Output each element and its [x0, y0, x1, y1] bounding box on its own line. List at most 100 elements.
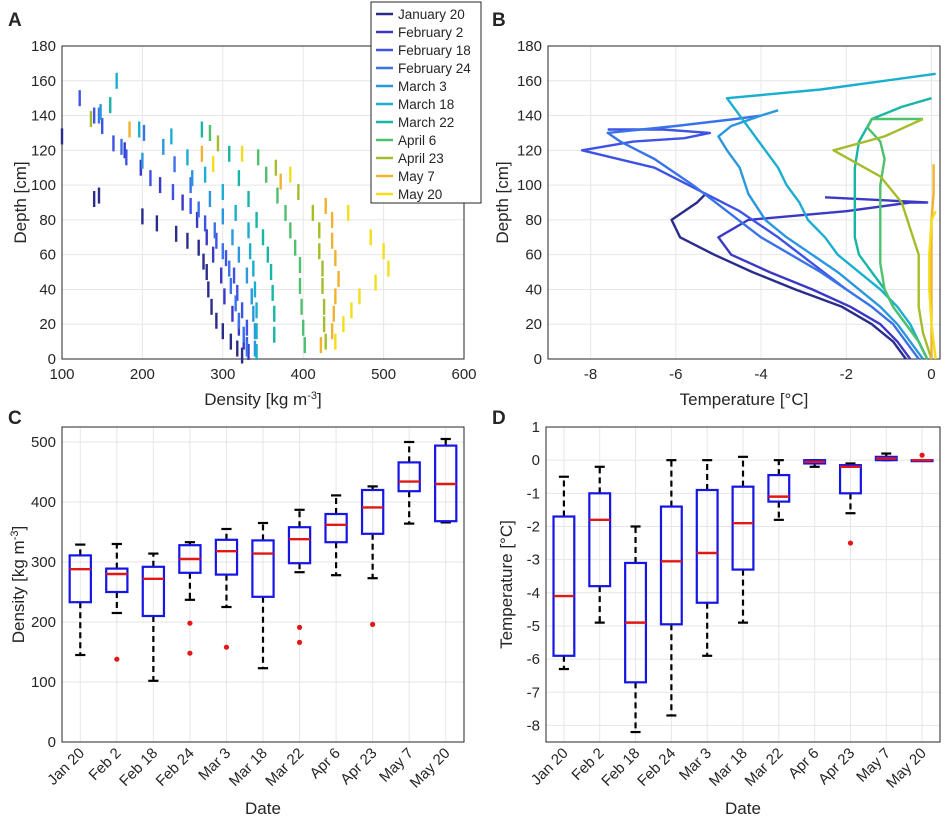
x-tick-label-a: 600: [451, 366, 476, 383]
x-axis-label-c: Date: [245, 799, 281, 818]
legend-entry: April 23: [398, 151, 444, 166]
plot-area-b: [548, 46, 940, 359]
temperature-profile-line: [866, 117, 929, 360]
x-tick-label-c: Jan 20: [44, 745, 88, 789]
box-iqr: [695, 488, 719, 604]
y-tick-label-a: 40: [39, 281, 56, 298]
outlier-point: [114, 656, 120, 662]
y-axis-label-c-main: Density [kg m: [9, 540, 28, 643]
y-tick-label-d: -8: [527, 717, 540, 734]
y-tick-label-d: -1: [527, 485, 540, 502]
x-axis-label-a: Density [kg m-3]: [204, 390, 322, 409]
box-iqr: [287, 526, 312, 565]
y-tick-label-b: 140: [517, 108, 542, 125]
temperature-profile-line: [725, 72, 936, 360]
axes-box-b: [547, 45, 941, 360]
box-iqr: [397, 461, 421, 493]
temperature-profile-line: [606, 114, 920, 360]
legend-entry: February 2: [398, 25, 463, 40]
box-iqr: [731, 485, 755, 571]
y-tick-label-a: 140: [31, 108, 56, 125]
x-tick-label-c: Mar 22: [262, 745, 307, 790]
x-tick-label-c: Apr 23: [337, 745, 380, 788]
y-tick-label-b: 160: [517, 73, 542, 90]
legend-entry: February 18: [398, 43, 471, 58]
x-axis-label-a-tail: ]: [317, 390, 322, 409]
x-tick-label-b: -8: [584, 366, 597, 383]
temperature-profile-line: [670, 192, 907, 360]
x-tick-label-a: 200: [130, 366, 155, 383]
legend-entry: March 22: [398, 115, 454, 130]
x-tick-label-b: -4: [754, 366, 767, 383]
y-tick-label-d: 1: [532, 419, 540, 436]
outlier-point: [296, 624, 303, 631]
x-axis-label-a-sup: -3: [307, 390, 317, 402]
y-axis-label-c-sup: -3: [9, 530, 21, 540]
x-tick-label-a: 500: [371, 366, 396, 383]
y-tick-label-d: -2: [527, 518, 540, 535]
y-axis-label-a: Depth [cm]: [11, 161, 30, 243]
y-tick-label-d: 0: [532, 452, 540, 469]
x-tick-label-a: 300: [210, 366, 235, 383]
x-tick-label-a: 400: [291, 366, 316, 383]
y-tick-label-a: 160: [31, 73, 56, 90]
y-tick-label-b: 120: [517, 142, 542, 159]
x-tick-label-d: Apr 23: [815, 745, 858, 788]
box-iqr: [251, 539, 275, 598]
box-iqr: [552, 515, 576, 657]
y-tick-label-a: 180: [31, 38, 56, 55]
box-iqr: [105, 567, 129, 594]
y-axis-label-b: Depth [cm]: [493, 161, 512, 243]
x-tick-label-d: Mar 22: [742, 745, 787, 790]
y-tick-label-d: -4: [527, 585, 540, 602]
legend-entry: March 3: [398, 79, 447, 94]
y-tick-label-b: 20: [525, 316, 542, 333]
y-tick-label-d: -5: [527, 618, 540, 635]
box-iqr: [360, 488, 385, 535]
panel-c-letter: C: [8, 408, 22, 429]
x-tick-label-b: 0: [927, 366, 935, 383]
y-tick-label-a: 100: [31, 177, 56, 194]
y-tick-label-d: -6: [527, 651, 540, 668]
y-tick-label-b: 100: [517, 177, 542, 194]
panel-a: A 100 200 300 400 500 600 0 20 40 60 80 100 120 140 16…: [8, 1, 482, 409]
outlier-point: [296, 639, 303, 646]
y-tick-label-b: 40: [525, 281, 542, 298]
x-tick-label-c: Feb 18: [116, 745, 161, 790]
box-iqr: [68, 554, 92, 604]
y-tick-label-a: 60: [39, 247, 56, 264]
panel-d-letter: D: [492, 408, 506, 429]
x-tick-label-b: -2: [840, 366, 853, 383]
x-tick-label-c: Mar 18: [226, 745, 271, 790]
y-tick-label-b: 80: [525, 212, 542, 229]
y-axis-label-d: Temperature [°C]: [497, 520, 516, 649]
temperature-profile-line: [580, 128, 848, 291]
temperature-profile-line: [717, 196, 929, 360]
box-iqr: [141, 565, 166, 618]
outlier-point: [919, 452, 925, 458]
x-axis-label-b: Temperature [°C]: [680, 390, 809, 409]
outlier-point: [847, 540, 854, 546]
legend-entry: May 7: [398, 169, 435, 184]
y-tick-label-a: 80: [39, 212, 56, 229]
legend-entry: February 24: [398, 61, 471, 76]
x-tick-label-c: Feb 24: [153, 745, 198, 790]
y-tick-label-c: 400: [31, 494, 56, 511]
y-tick-label-b: 180: [517, 38, 542, 55]
box-iqr: [838, 464, 862, 495]
panel-b-letter: B: [492, 10, 506, 31]
y-axis-label-c-tail: ]: [9, 526, 28, 531]
y-tick-label-c: 500: [31, 434, 56, 451]
box-iqr: [324, 512, 348, 544]
x-axis-label-d: Date: [725, 799, 761, 818]
y-tick-label-a: 0: [48, 351, 56, 368]
y-tick-label-c: 200: [31, 614, 56, 631]
y-tick-label-b: 0: [534, 351, 542, 368]
y-tick-label-d: -3: [527, 552, 540, 569]
x-tick-label-d: May 20: [883, 745, 930, 792]
legend-entry: April 6: [398, 133, 436, 148]
y-tick-label-a: 120: [31, 142, 56, 159]
x-axis-label-a-main: Density [kg m: [204, 390, 307, 409]
box-iqr: [659, 505, 683, 626]
y-tick-label-c: 0: [48, 734, 56, 751]
